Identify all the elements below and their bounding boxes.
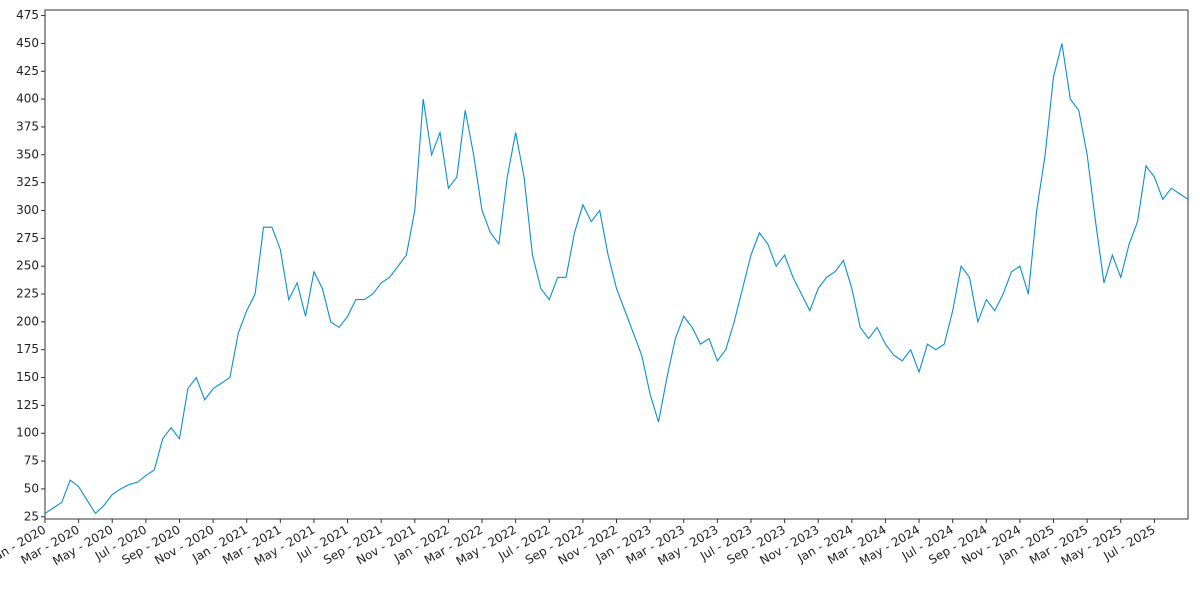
- y-tick-label: 325: [16, 175, 39, 189]
- y-tick-label: 375: [16, 119, 39, 133]
- y-tick-label: 175: [16, 342, 39, 356]
- y-tick-label: 50: [24, 481, 39, 495]
- y-tick-label: 425: [16, 64, 39, 78]
- plot-frame: [44, 9, 1189, 520]
- y-tick-label: 225: [16, 287, 39, 301]
- y-tick-label: 200: [16, 314, 39, 328]
- y-tick-label: 450: [16, 36, 39, 50]
- y-tick-label: 475: [16, 8, 39, 22]
- y-tick-label: 125: [16, 398, 39, 412]
- y-tick-label: 150: [16, 370, 39, 384]
- y-tick-label: 300: [16, 203, 39, 217]
- y-tick-label: 250: [16, 259, 39, 273]
- y-tick-label: 75: [24, 454, 39, 468]
- y-tick-label: 350: [16, 147, 39, 161]
- y-tick-label: 25: [24, 509, 39, 523]
- y-tick-label: 275: [16, 231, 39, 245]
- price-line: [44, 43, 1189, 515]
- y-tick-label: 400: [16, 92, 39, 106]
- y-tick-label: 100: [16, 426, 39, 440]
